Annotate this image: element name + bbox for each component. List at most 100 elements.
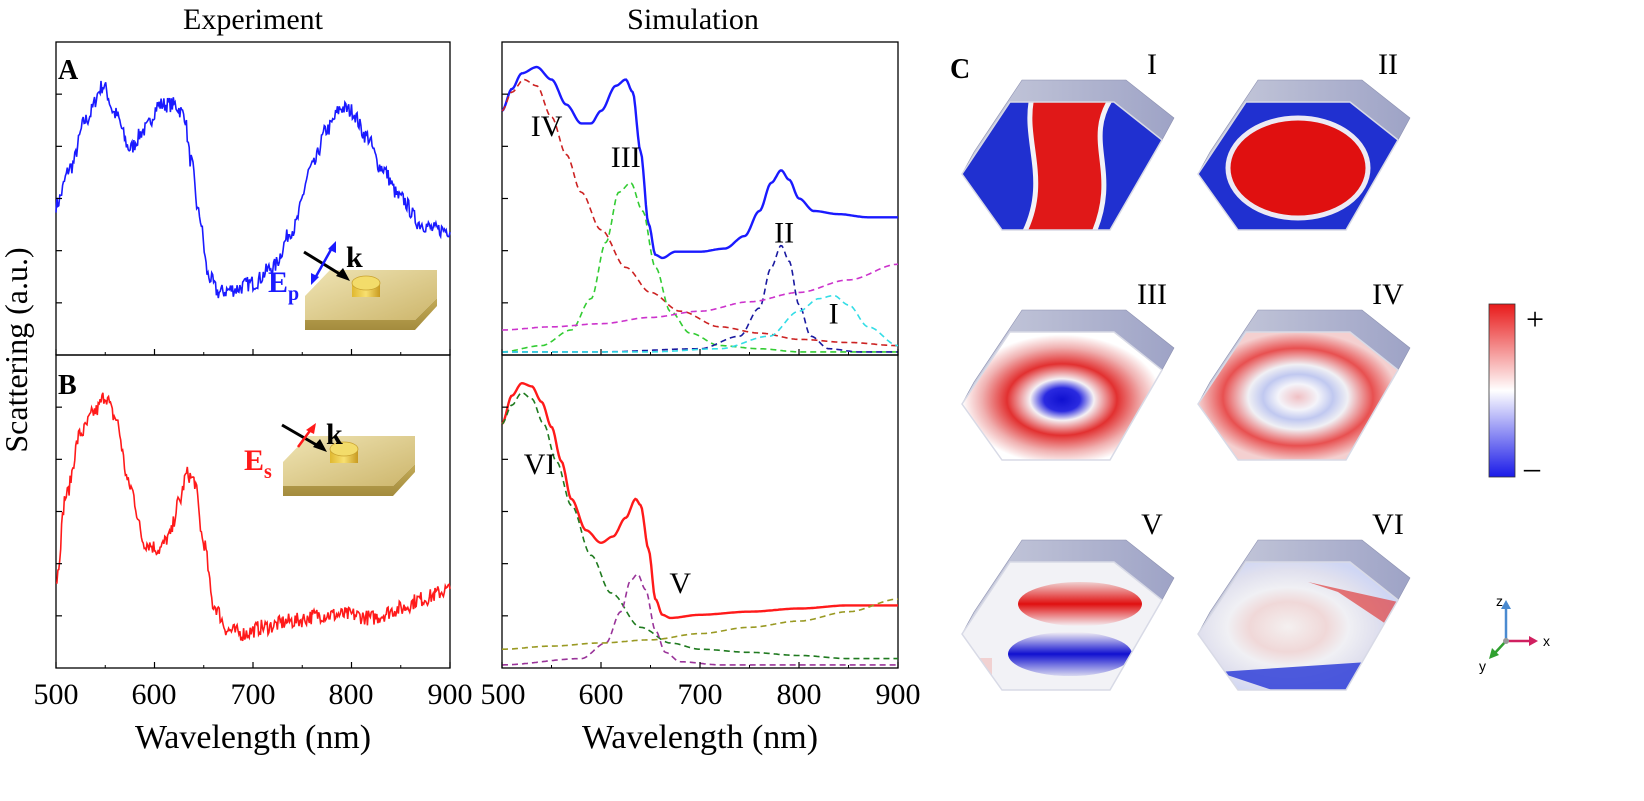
mode-label-III: III xyxy=(611,141,641,174)
mode-map-label: II xyxy=(1378,48,1398,81)
particle-face xyxy=(1198,562,1398,690)
panel-label-c: C xyxy=(950,54,970,85)
series-line-exp_s xyxy=(55,392,451,642)
e-field-label-sub: p xyxy=(288,283,299,305)
nanodisk-top xyxy=(351,275,381,291)
mode-map-V: V xyxy=(961,508,1175,691)
chart-sim-p xyxy=(501,65,899,353)
colorbar-plus: + xyxy=(1526,301,1544,337)
series-line-sim_p-I xyxy=(502,294,899,353)
panel-label-a: A xyxy=(58,55,79,86)
triad-y-head xyxy=(1489,648,1499,659)
x-tick-label: 700 xyxy=(678,678,723,711)
series-line-sim_p-III xyxy=(501,182,898,353)
plot-frame-exp-s xyxy=(55,354,451,669)
colorbar: + – xyxy=(1488,301,1544,485)
triad-x-head xyxy=(1529,636,1538,646)
mode-map-label: IV xyxy=(1372,278,1404,311)
triad-y-label: y xyxy=(1479,658,1486,674)
mode-map-I: I xyxy=(961,48,1175,231)
nanodisk-top xyxy=(329,441,359,457)
triad-z-label: z xyxy=(1496,593,1503,609)
mode-map-III: III xyxy=(961,278,1175,461)
e-field-label-main: E xyxy=(244,444,264,477)
substrate-side xyxy=(305,298,437,330)
series-line-exp_p xyxy=(55,80,451,299)
panel-label-b: B xyxy=(58,370,77,401)
k-arrow xyxy=(281,423,321,449)
axis-ticks xyxy=(55,93,899,668)
chart-sim-s xyxy=(501,381,899,666)
x-tick-label: 900 xyxy=(876,678,921,711)
k-label: k xyxy=(346,241,363,274)
e-field-label: Ep xyxy=(268,266,299,305)
mode-map-IV: IV xyxy=(1197,278,1411,461)
triad-x-label: x xyxy=(1543,633,1550,649)
e-field-arrow-head-bottom xyxy=(311,273,319,285)
mode-map-II: II xyxy=(1197,48,1411,231)
series-line-sim_p-bg xyxy=(502,263,899,331)
series-line-sim_s-V xyxy=(502,573,898,666)
experiment-title: Experiment xyxy=(183,3,324,36)
series-line-sim_p-IV xyxy=(501,78,898,347)
x-axis-label-sim: Wavelength (nm) xyxy=(582,719,818,756)
y-axis-label: Scattering (a.u.) xyxy=(0,247,34,452)
particle-edge xyxy=(961,561,1163,691)
x-tick-label: 600 xyxy=(579,678,624,711)
particle-face xyxy=(1198,332,1398,460)
x-tick-labels-sim: 500 600 700 800 900 xyxy=(481,678,921,711)
mode-map-label: V xyxy=(1141,508,1163,541)
x-tick-label: 800 xyxy=(777,678,822,711)
e-field-label-sub: s xyxy=(264,461,272,483)
series-line-sim_s-bg xyxy=(502,598,899,650)
particle-edge xyxy=(961,331,1163,461)
x-tick-label: 500 xyxy=(481,678,526,711)
mode-map-VI: VI xyxy=(1197,508,1411,691)
mode-map-label: III xyxy=(1137,278,1167,311)
chart-exp-s xyxy=(55,392,451,642)
mode-label-IV: IV xyxy=(531,110,563,143)
mode-map-label: I xyxy=(1147,48,1157,81)
particle-face xyxy=(962,332,1162,460)
triad-origin xyxy=(1503,638,1509,644)
e-field-arrow-head xyxy=(306,423,316,434)
plot-frame-sim-s xyxy=(501,354,899,669)
mode-label-II: II xyxy=(774,216,794,249)
particle-face xyxy=(1198,102,1398,230)
x-tick-label: 800 xyxy=(329,678,374,711)
substrate-side xyxy=(283,464,415,496)
x-tick-label: 500 xyxy=(34,678,79,711)
series-line-sim_s-VI xyxy=(501,391,898,660)
x-tick-labels-exp: 500 600 700 800 900 xyxy=(34,678,473,711)
mode-label-I: I xyxy=(829,298,839,331)
e-field-arrow-head-top xyxy=(328,241,336,253)
particle-edge xyxy=(1197,561,1399,691)
triad-z-head xyxy=(1501,600,1511,609)
x-tick-label: 700 xyxy=(231,678,276,711)
x-axis-label-exp: Wavelength (nm) xyxy=(135,719,371,756)
particle-edge xyxy=(961,101,1163,231)
particle-edge xyxy=(1197,331,1399,461)
x-tick-label: 600 xyxy=(132,678,177,711)
particle-face xyxy=(962,562,1162,690)
axes-triad: z x y xyxy=(1479,593,1550,674)
colorbar-minus: – xyxy=(1523,449,1541,485)
e-field-arrow xyxy=(312,245,335,281)
series-line-sim_p-total xyxy=(501,65,898,260)
chart-exp-p xyxy=(55,80,451,299)
simulation-title: Simulation xyxy=(627,3,759,36)
k-arrow-head xyxy=(313,439,327,452)
mode-label-VI: VI xyxy=(524,448,556,481)
mode-map-label: VI xyxy=(1372,508,1404,541)
e-field-label: Es xyxy=(244,444,272,483)
x-tick-label: 900 xyxy=(428,678,473,711)
k-label: k xyxy=(326,418,343,451)
inset-p-polarization: k Ep xyxy=(268,241,437,330)
mode-label-V: V xyxy=(669,567,691,600)
series-line-sim_s-total xyxy=(501,381,898,620)
k-arrow-head xyxy=(336,268,350,281)
inset-s-polarization: k Es xyxy=(244,418,415,496)
